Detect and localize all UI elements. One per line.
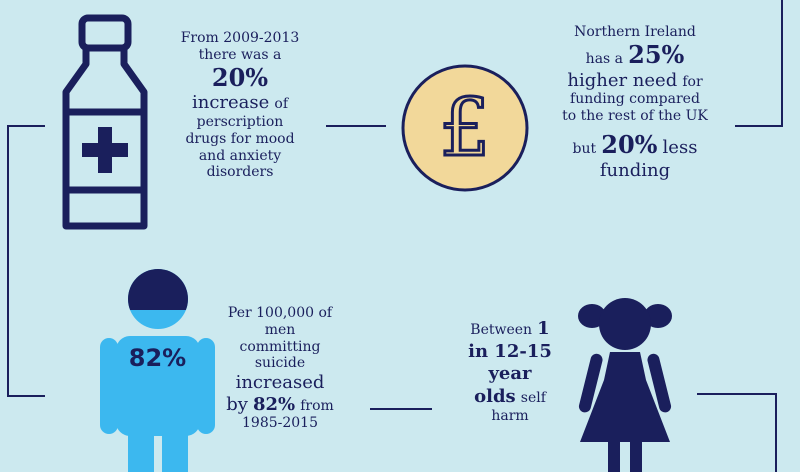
stat-funding-but: but [572, 140, 597, 157]
man-figure-icon [100, 268, 215, 472]
stat-prescription-keyword: increase [191, 92, 270, 114]
stat-prescription-line5: drugs for mood [185, 130, 295, 147]
connector-line-left-vertical [7, 125, 9, 397]
stat-funding-highlight2: 20% [601, 129, 658, 159]
stat-prescription-line7: disorders [206, 164, 274, 181]
stat-suicide-line4: suicide [254, 355, 306, 372]
stat-prescription-line1: From 2009-2013 [180, 30, 300, 46]
stat-suicide-highlight: 82% [252, 393, 296, 415]
stat-funding-line5: to the rest of the UK [562, 107, 708, 124]
stat-suicide-line3: committing [239, 338, 321, 355]
stat-funding-for: for [682, 73, 703, 90]
pound-coin-icon: £ [400, 63, 530, 193]
stat-suicide-line6: by 82% from [205, 394, 355, 416]
stat-self-harm-line4: olds self [450, 386, 570, 409]
connector-line-right-vertical [781, 0, 783, 127]
stat-funding-less: less [662, 136, 698, 158]
stat-self-harm-harm: harm [491, 408, 529, 424]
stat-funding-has-a: has a [585, 50, 624, 67]
stat-prescription-highlight: 20% [211, 62, 269, 92]
medicine-bottle-icon [58, 12, 152, 234]
stat-suicide-line1: Per 100,000 of [227, 305, 333, 321]
connector-line-mid-top [326, 125, 386, 127]
connector-line-left-bottom [7, 395, 45, 397]
man-figure-label: 82% [128, 344, 187, 372]
girl-figure-icon [570, 290, 680, 472]
stat-suicide-line2: men [264, 321, 296, 338]
stat-self-harm-self: self [520, 389, 546, 406]
stat-funding-line3: higher need for [535, 70, 735, 92]
stat-funding-funding: funding [599, 159, 671, 181]
stat-funding: Northern Ireland has a 25% higher need f… [535, 24, 735, 181]
stat-prescription-of: of [274, 96, 289, 113]
stat-self-harm-between: Between [470, 322, 533, 338]
connector-line-right-bottom [697, 393, 777, 395]
stat-suicide-years: 1985-2015 [242, 415, 318, 432]
stat-self-harm-line3: year [488, 363, 532, 384]
stat-funding-line4: funding compared [570, 91, 700, 108]
stat-prescription-line3: increase of [150, 92, 330, 114]
stat-prescription-line6: and anxiety [198, 147, 282, 164]
stat-suicide-increased: increased [235, 372, 325, 394]
stat-prescription-line4: perscription [196, 113, 284, 130]
connector-line-right-bottom-vertical [775, 393, 777, 472]
stat-funding-line6: but 20% less [535, 129, 735, 160]
stat-funding-highlight1: 25% [628, 39, 685, 69]
stat-self-harm-line2: in 12-15 [468, 340, 552, 362]
connector-line-left-top [7, 125, 45, 127]
stat-self-harm-one: 1 [537, 318, 550, 339]
connector-line-mid-bottom [370, 408, 432, 410]
stat-self-harm: Between 1 in 12-15 year olds self harm [450, 318, 570, 426]
stat-funding-higher-need: higher need [567, 69, 678, 91]
stat-funding-line2: has a 25% [535, 39, 735, 70]
svg-text:£: £ [440, 81, 491, 174]
stat-funding-line1: Northern Ireland [574, 24, 696, 40]
stat-self-harm-olds: olds [474, 385, 516, 407]
stat-prescription-line2: there was a [198, 46, 282, 63]
stat-suicide-from: from [300, 397, 334, 414]
connector-line-right-top [735, 125, 783, 127]
stat-suicide-by: by [226, 393, 248, 415]
stat-suicide: Per 100,000 of men committing suicide in… [205, 305, 355, 432]
stat-self-harm-line1: Between 1 [450, 318, 570, 341]
stat-prescription: From 2009-2013 there was a 20% increase … [150, 30, 330, 181]
